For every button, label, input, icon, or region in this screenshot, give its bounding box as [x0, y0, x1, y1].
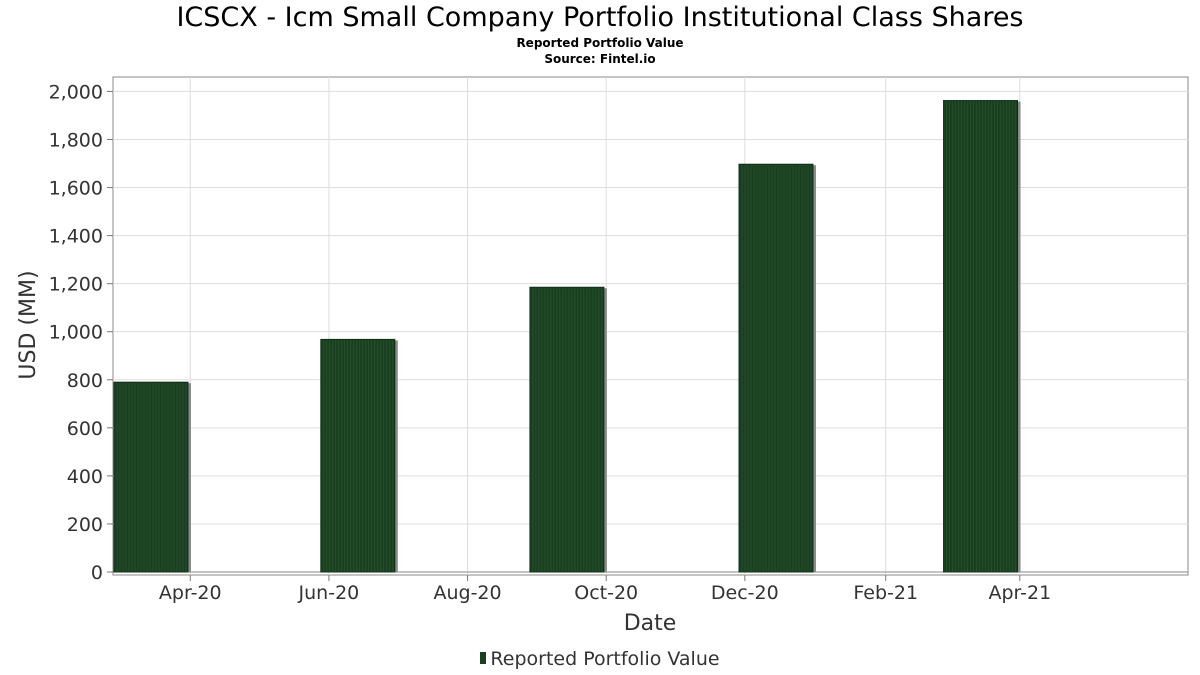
y-tick-label: 1,400	[49, 226, 103, 248]
y-axis-label: USD (MM)	[16, 270, 41, 379]
bar	[113, 381, 189, 573]
legend: Reported Portfolio Value	[0, 648, 1200, 670]
y-tick-label: 1,800	[49, 129, 103, 151]
chart-source: Source: Fintel.io	[544, 52, 656, 66]
bar	[943, 100, 1019, 573]
x-axis-label: Date	[624, 611, 677, 636]
bar	[320, 338, 396, 573]
y-tick-label: 1,200	[49, 274, 103, 296]
x-axis: Apr-20 Jun-20 Aug-20 Oct-20 Dec-20 Feb-21 Apr-…	[159, 575, 1051, 604]
y-tick-label: 600	[67, 418, 103, 440]
x-tick-label: Apr-21	[988, 582, 1051, 604]
bar	[529, 286, 605, 573]
y-tick-label: 200	[67, 514, 103, 536]
x-tick-label: Dec-20	[711, 582, 779, 604]
chart-title: ICSCX - Icm Small Company Portfolio Inst…	[176, 2, 1024, 33]
x-tick-label: Apr-20	[159, 582, 222, 604]
y-tick-label: 2,000	[49, 81, 103, 103]
x-tick-label: Aug-20	[433, 582, 501, 604]
y-tick-label: 1,600	[49, 178, 103, 200]
bar	[738, 163, 814, 573]
x-tick-label: Oct-20	[574, 582, 638, 604]
x-tick-label: Jun-20	[298, 582, 360, 604]
bars	[113, 100, 1021, 573]
legend-label: Reported Portfolio Value	[490, 648, 720, 670]
plot-area	[112, 76, 1189, 576]
chart-subtitle: Reported Portfolio Value	[516, 36, 684, 50]
y-tick-label: 800	[67, 370, 103, 392]
y-tick-label: 0	[91, 562, 103, 584]
y-tick-label: 400	[67, 466, 103, 488]
legend-swatch	[480, 652, 487, 664]
y-axis: 0 200 400 600 800 1,000 1,200 1,400 1,600 1,800 2,…	[49, 81, 113, 584]
y-tick-label: 1,000	[49, 322, 103, 344]
x-tick-label: Feb-21	[853, 582, 918, 604]
